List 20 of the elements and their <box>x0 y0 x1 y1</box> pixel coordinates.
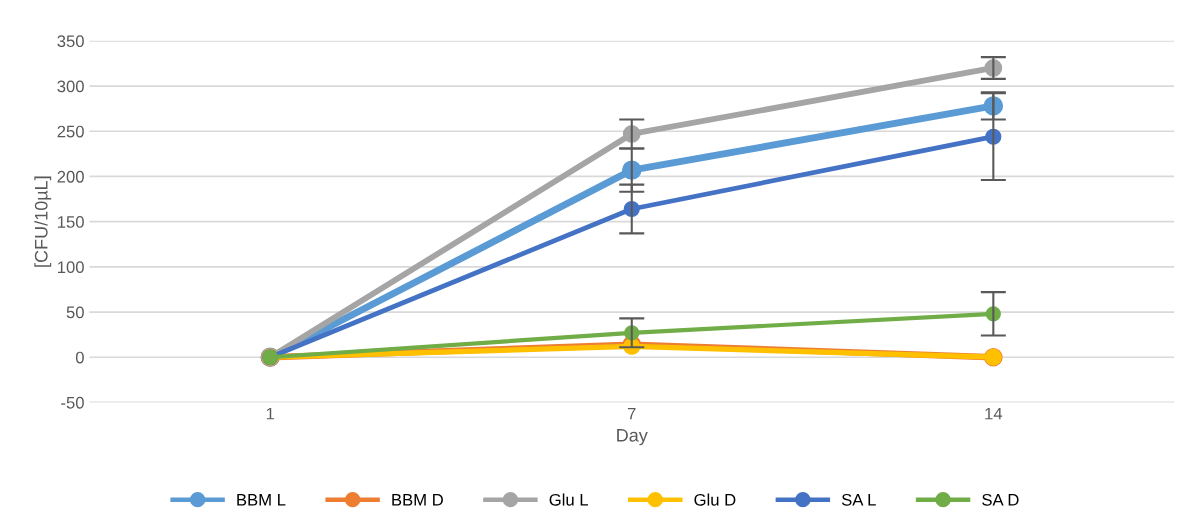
y-axis-title: [CFU/10µL] <box>34 176 52 267</box>
y-tick-label: 150 <box>58 216 84 228</box>
y-tick-label: -50 <box>61 396 84 409</box>
legend-label: Glu D <box>694 493 736 506</box>
legend-label: Glu L <box>549 493 589 506</box>
y-tick-label: 0 <box>75 351 84 364</box>
y-tick-label: 300 <box>57 80 84 93</box>
legend-label: SA L <box>841 493 876 506</box>
y-tick-label: 100 <box>58 261 84 274</box>
x-tick-label: 7 <box>627 407 636 420</box>
y-tick-label: 350 <box>57 35 84 48</box>
y-tick-label: 200 <box>57 170 84 183</box>
x-axis-title: Day <box>617 429 648 446</box>
legend-label: SA D <box>982 493 1019 506</box>
x-tick-label: 1 <box>266 407 275 420</box>
legend-label: BBM L <box>237 494 286 506</box>
y-tick-label: 50 <box>66 306 84 319</box>
y-tick-label: 250 <box>57 125 84 138</box>
x-tick-label: 14 <box>985 407 1003 420</box>
legend-label: BBM D <box>392 494 443 506</box>
